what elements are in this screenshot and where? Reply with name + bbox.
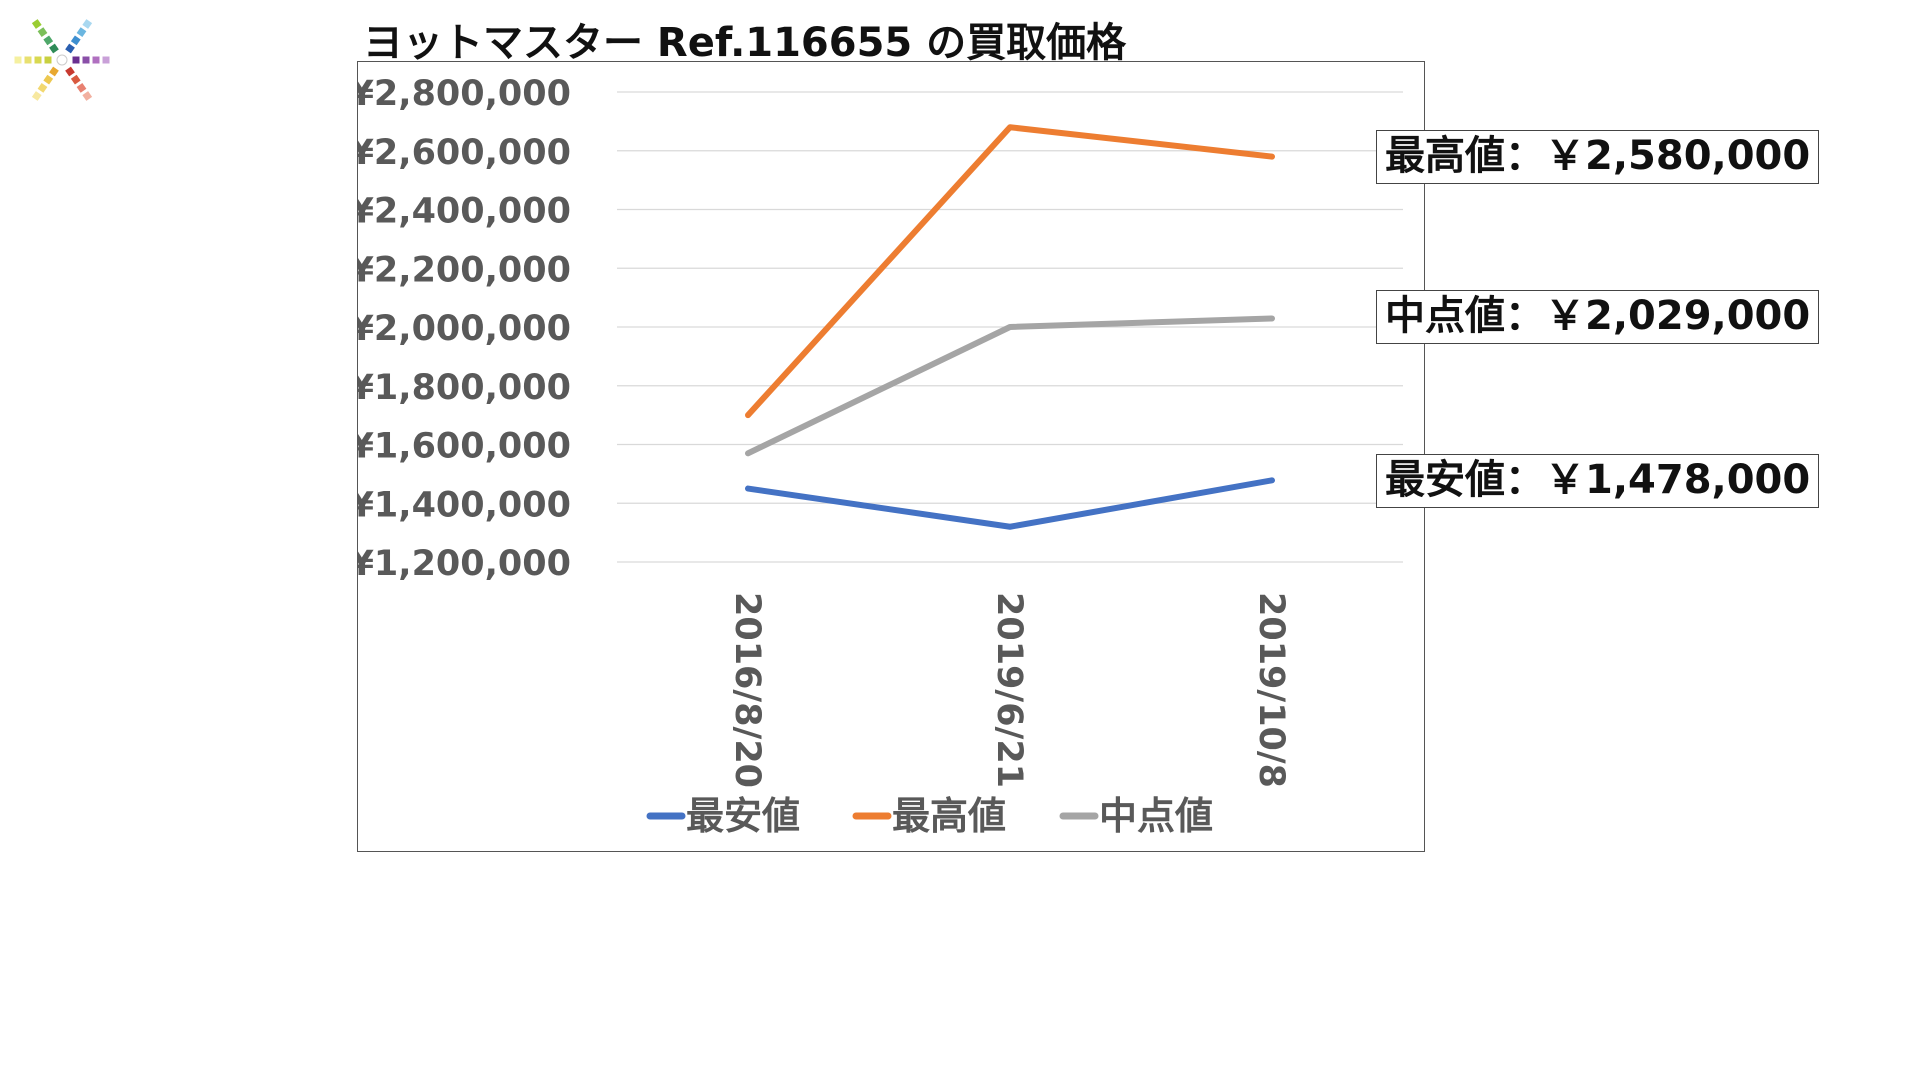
logo-square: [43, 35, 54, 46]
callout-min-label: 最安値: [1385, 457, 1505, 503]
legend-entry: 中点値: [1099, 794, 1213, 838]
y-tick-label: ¥2,000,000: [358, 309, 571, 349]
x-tick-label: 2019/10/8: [1251, 592, 1291, 788]
logo-square: [82, 19, 93, 29]
logo-square: [72, 56, 80, 64]
logo-square: [34, 56, 42, 64]
logo-square: [102, 56, 110, 64]
callout-mid-separator: ：: [1505, 293, 1545, 339]
logo-square: [70, 74, 81, 85]
logo-square: [82, 91, 93, 101]
callout-mid-label: 中点値: [1385, 293, 1505, 339]
logo-square: [92, 56, 100, 64]
callout-min-amount: ￥1,478,000: [1545, 457, 1811, 503]
logo-square: [49, 66, 59, 77]
logo-square: [31, 91, 42, 101]
callout-min-separator: ：: [1505, 457, 1545, 503]
logo-square: [65, 43, 75, 54]
callout-mid-value: 中点値：￥2,029,000: [1376, 290, 1820, 344]
y-tick-label: ¥1,400,000: [358, 485, 571, 525]
y-tick-label: ¥2,800,000: [358, 74, 571, 114]
y-tick-label: ¥2,200,000: [358, 250, 571, 290]
brand-logo-icon: [14, 19, 110, 101]
logo-square: [14, 56, 22, 64]
y-tick-label: ¥2,400,000: [358, 192, 571, 232]
series-line: [745, 124, 1275, 419]
page-title: ヨットマスター Ref.116655 の買取価格: [363, 20, 1127, 66]
logo-square: [43, 74, 54, 85]
y-tick-label: ¥1,600,000: [358, 427, 571, 467]
x-tick-label: 2016/8/20: [727, 592, 767, 788]
callout-min-value: 最安値：￥1,478,000: [1376, 454, 1820, 508]
callout-max-amount: ￥2,580,000: [1545, 133, 1811, 179]
y-tick-label: ¥2,600,000: [358, 133, 571, 173]
logo-square: [24, 56, 32, 64]
y-tick-label: ¥1,200,000: [358, 544, 571, 584]
logo-square: [82, 56, 90, 64]
line-chart: ¥1,200,000 ¥1,400,000 ¥1,600,000 ¥1,800,000…: [358, 74, 1403, 838]
callout-max-value: 最高値：￥2,580,000: [1376, 130, 1820, 184]
logo-square: [37, 27, 48, 38]
logo-square: [44, 56, 52, 64]
logo-center: [56, 54, 68, 66]
logo-square: [70, 35, 81, 46]
logo-square: [65, 66, 75, 77]
logo-square: [31, 19, 42, 29]
y-tick-label: ¥1,800,000: [358, 368, 571, 408]
legend-entry: 最高値: [892, 794, 1006, 838]
callout-mid-amount: ￥2,029,000: [1545, 293, 1811, 339]
x-tick-label: 2019/6/21: [989, 592, 1029, 788]
logo-square: [76, 27, 87, 38]
legend-entry: 最安値: [686, 794, 800, 838]
callout-max-label: 最高値: [1385, 133, 1505, 179]
callout-max-separator: ：: [1505, 133, 1545, 179]
logo-square: [76, 82, 87, 93]
logo-square: [37, 82, 48, 93]
logo-square: [49, 43, 59, 54]
chart-frame: ¥1,200,000 ¥1,400,000 ¥1,600,000 ¥1,800,000…: [357, 61, 1425, 852]
